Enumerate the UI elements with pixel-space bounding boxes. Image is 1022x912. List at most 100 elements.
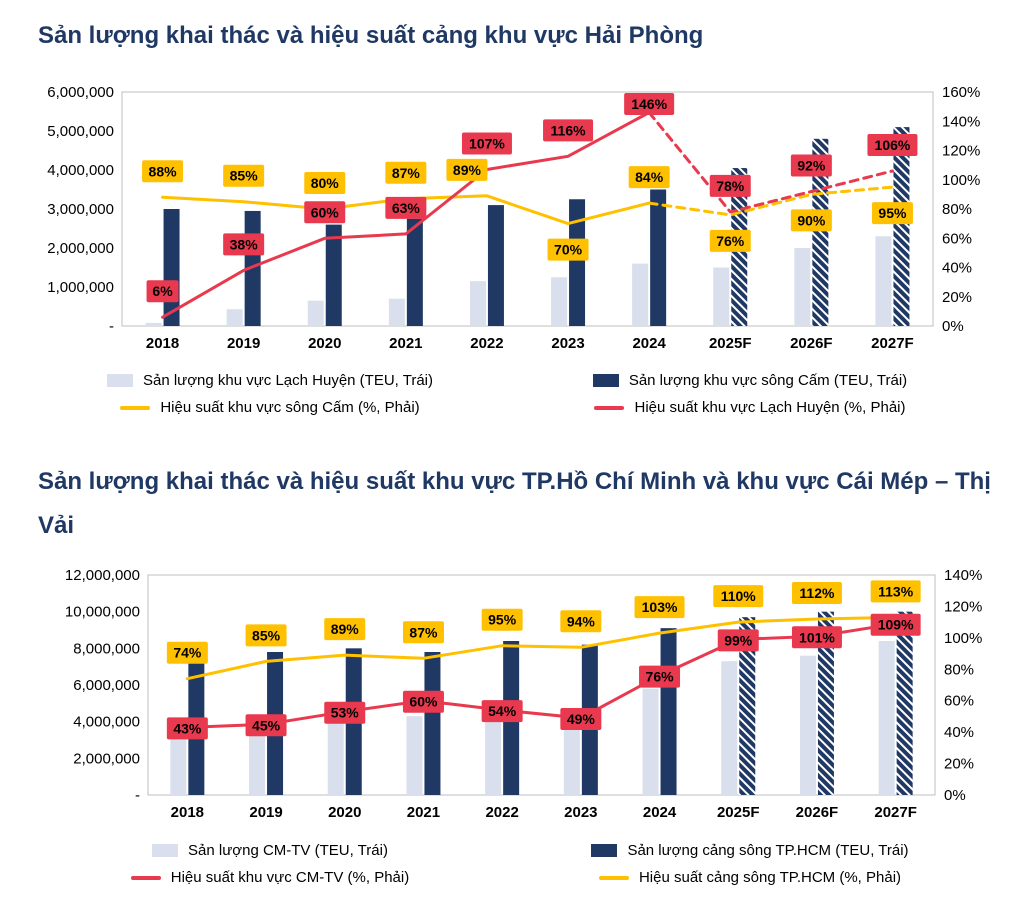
right-axis-tick: 60%	[944, 693, 974, 710]
value-label: 116%	[543, 119, 594, 142]
svg-text:87%: 87%	[409, 624, 438, 640]
bar-2020	[307, 300, 324, 326]
bar-2027F	[893, 127, 910, 326]
x-axis-label: 2021	[407, 804, 440, 821]
bar-2026F	[799, 655, 816, 795]
bar-2026F	[812, 138, 829, 326]
value-label: 60%	[304, 201, 346, 224]
value-label: 85%	[245, 624, 287, 647]
bar-2024	[632, 263, 649, 326]
plot-border	[147, 574, 936, 796]
value-label: 60%	[402, 690, 444, 713]
legend-item: Sản lượng khu vực sông Cấm (TEU, Trái)	[510, 372, 990, 389]
svg-text:95%: 95%	[878, 205, 907, 221]
plot-border	[121, 91, 934, 327]
bar-2022	[487, 205, 504, 326]
efficiency-line-dashed	[647, 185, 894, 217]
right-axis-tick: 80%	[944, 661, 974, 678]
bar-2025F	[713, 267, 730, 326]
legend-label: Hiệu suất cảng sông TP.HCM (%, Phải)	[638, 869, 902, 886]
svg-text:45%: 45%	[252, 717, 281, 733]
x-axis-label: 2019	[227, 335, 260, 352]
value-label: 88%	[142, 160, 184, 183]
efficiency-line-solid	[161, 111, 651, 319]
svg-text:99%: 99%	[724, 632, 753, 648]
svg-text:63%: 63%	[392, 200, 421, 216]
bar-2025F	[739, 617, 756, 795]
left-axis-tick: 6,000,000	[47, 84, 114, 101]
x-axis-label: 2027F	[871, 335, 914, 352]
legend-item: Sản lượng cảng sông TP.HCM (TEU, Trái)	[510, 842, 990, 859]
left-axis-tick: 8,000,000	[73, 640, 140, 657]
bar-2021	[388, 298, 405, 326]
right-axis-tick: 0%	[944, 787, 966, 804]
legend-label: Hiệu suất khu vực sông Cấm (%, Phải)	[160, 399, 420, 416]
legend-item: Hiệu suất khu vực CM-TV (%, Phải)	[30, 869, 510, 886]
bar-2021	[406, 716, 423, 795]
legend-line-swatch	[594, 405, 625, 410]
value-label: 45%	[245, 714, 287, 737]
value-label: 54%	[481, 700, 523, 723]
left-axis-tick: 10,000,000	[65, 604, 140, 621]
legend-item: Hiệu suất khu vực sông Cấm (%, Phải)	[30, 399, 510, 416]
legend-label: Sản lượng khu vực sông Cấm (TEU, Trái)	[628, 372, 908, 389]
svg-text:54%: 54%	[488, 703, 517, 719]
bar-2025F	[721, 661, 738, 795]
x-axis-label: 2024	[643, 804, 677, 821]
value-label: 109%	[870, 613, 921, 636]
legend-bar-swatch	[591, 844, 618, 857]
left-axis-tick: 4,000,000	[73, 714, 140, 731]
legend-row: Sản lượng khu vực Lạch Huyện (TEU, Trái)…	[30, 372, 990, 389]
value-label: 87%	[385, 161, 427, 184]
value-label: 99%	[717, 629, 759, 652]
svg-text:106%: 106%	[875, 137, 911, 153]
bar-2022	[485, 718, 502, 795]
right-axis-tick: 120%	[942, 143, 980, 160]
value-label: 80%	[304, 172, 346, 194]
legend-row: Hiệu suất khu vực CM-TV (%, Phải) Hiệu su…	[30, 869, 990, 886]
legend-label: Hiệu suất khu vực CM-TV (%, Phải)	[170, 869, 410, 886]
legend-bar-swatch	[152, 844, 179, 857]
left-axis-tick: 5,000,000	[47, 123, 114, 140]
bar-2018	[145, 322, 162, 326]
x-axis-label: 2020	[308, 335, 341, 352]
value-label: 113%	[870, 580, 921, 603]
svg-text:38%: 38%	[230, 236, 259, 252]
svg-text:74%: 74%	[173, 645, 202, 661]
value-label: 95%	[481, 608, 523, 631]
bar-series-0	[170, 641, 895, 795]
svg-text:90%: 90%	[797, 212, 826, 228]
value-label: 87%	[402, 621, 444, 644]
bar-2021	[424, 652, 441, 795]
right-axis-tick: 160%	[942, 84, 980, 101]
legend-item: Sản lượng CM-TV (TEU, Trái)	[30, 842, 510, 859]
bar-2024	[660, 628, 677, 795]
value-label: 63%	[385, 196, 427, 219]
bar-2020	[327, 723, 344, 795]
value-label: 74%	[166, 641, 208, 664]
bar-2027F	[896, 611, 913, 795]
value-label: 89%	[324, 618, 366, 641]
value-label: 90%	[790, 209, 832, 232]
bar-2022	[469, 281, 486, 326]
right-axis-tick: 40%	[942, 260, 972, 277]
haiphong-chart: - 1,000,000 2,000,000 3,000,000 4,000,000 5,0…	[30, 74, 990, 362]
value-label: 107%	[461, 132, 512, 155]
svg-text:116%: 116%	[551, 122, 587, 138]
svg-text:80%: 80%	[311, 175, 340, 191]
svg-text:76%: 76%	[646, 669, 675, 685]
bar-2018	[170, 729, 187, 795]
bar-2026F	[817, 611, 834, 795]
value-label: 95%	[871, 202, 913, 225]
svg-text:6%: 6%	[152, 283, 173, 299]
svg-text:101%: 101%	[799, 629, 835, 645]
left-axis-tick: 2,000,000	[47, 240, 114, 257]
value-label: 6%	[146, 280, 179, 303]
right-axis-tick: 80%	[942, 201, 972, 218]
legend-label: Sản lượng khu vực Lạch Huyện (TEU, Trái)	[142, 372, 434, 389]
svg-text:87%: 87%	[392, 165, 421, 181]
svg-text:49%: 49%	[567, 711, 596, 727]
x-axis-label: 2026F	[796, 804, 839, 821]
x-axis-label: 2027F	[874, 804, 917, 821]
value-label: 78%	[709, 174, 751, 197]
